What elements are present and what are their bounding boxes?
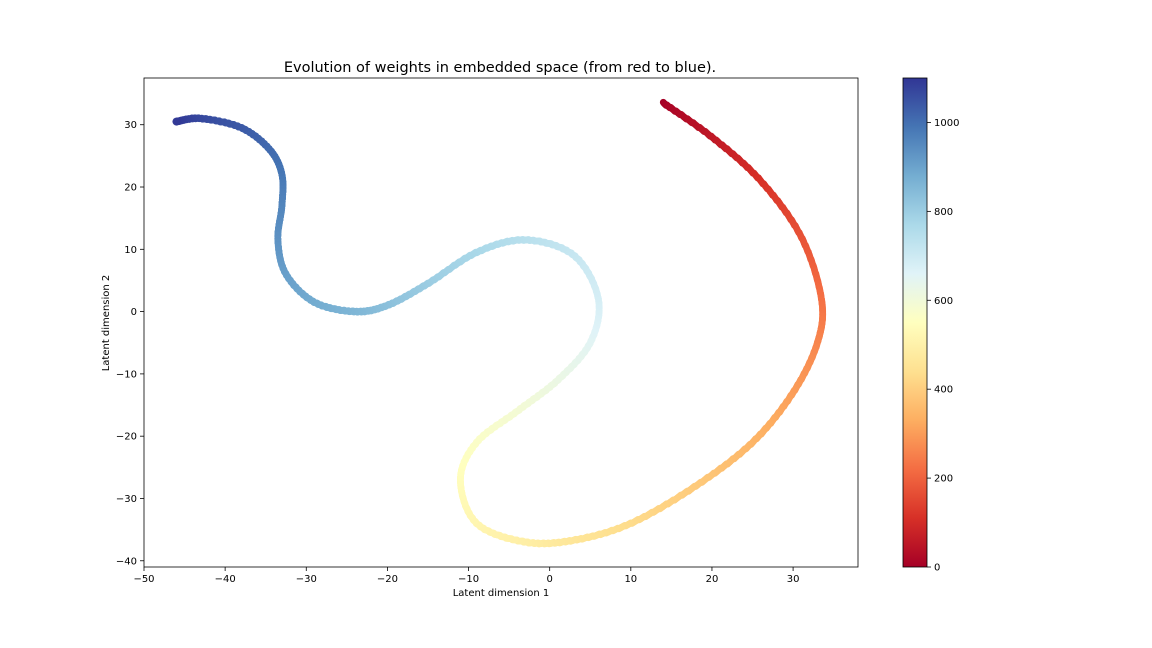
colorbar-tick-label: 200 [934, 474, 953, 485]
chart-title: Evolution of weights in embedded space (… [284, 60, 716, 76]
colorbar-ticks: 0 200 400 600 800 1000 [927, 118, 959, 574]
x-tick-label: −40 [215, 574, 236, 585]
colorbar-tick-label: 400 [934, 385, 953, 396]
y-tick-label: 20 [124, 183, 137, 194]
colorbar: 0 200 400 600 800 1000 [902, 77, 959, 574]
y-tick-label: 30 [124, 120, 137, 131]
x-tick-label: −30 [296, 574, 317, 585]
trajectory [172, 98, 827, 548]
x-tick-label: 30 [787, 574, 800, 585]
colorbar-tick-label: 600 [934, 296, 953, 307]
plot-area: −50 −40 −30 −20 −10 0 10 20 30 −40 −30 −20 −10 0 10 20… [116, 77, 859, 585]
x-tick-label: 10 [624, 574, 637, 585]
x-tick-label: 20 [706, 574, 719, 585]
plot-frame [143, 77, 859, 568]
colorbar-tick-label: 800 [934, 207, 953, 218]
y-axis-label: Latent dimension 2 [101, 275, 112, 372]
y-tick-label: 0 [131, 307, 137, 318]
colorbar-bar [902, 77, 928, 568]
x-tick-label: −20 [377, 574, 398, 585]
y-tick-label: −10 [116, 369, 137, 380]
x-axis-ticks: −50 −40 −30 −20 −10 0 10 20 30 [133, 567, 799, 585]
colorbar-tick-label: 1000 [934, 118, 959, 129]
y-tick-label: −30 [116, 494, 137, 505]
x-tick-label: 0 [546, 574, 552, 585]
y-tick-label: −20 [116, 432, 137, 443]
y-tick-label: −40 [116, 556, 137, 567]
y-axis-ticks: −40 −30 −20 −10 0 10 20 30 [116, 120, 144, 567]
y-tick-label: 10 [124, 245, 137, 256]
trajectory-point [172, 117, 181, 126]
x-tick-label: −50 [133, 574, 154, 585]
x-axis-label: Latent dimension 1 [453, 588, 550, 599]
colorbar-tick-label: 0 [934, 563, 940, 574]
x-tick-label: −10 [458, 574, 479, 585]
